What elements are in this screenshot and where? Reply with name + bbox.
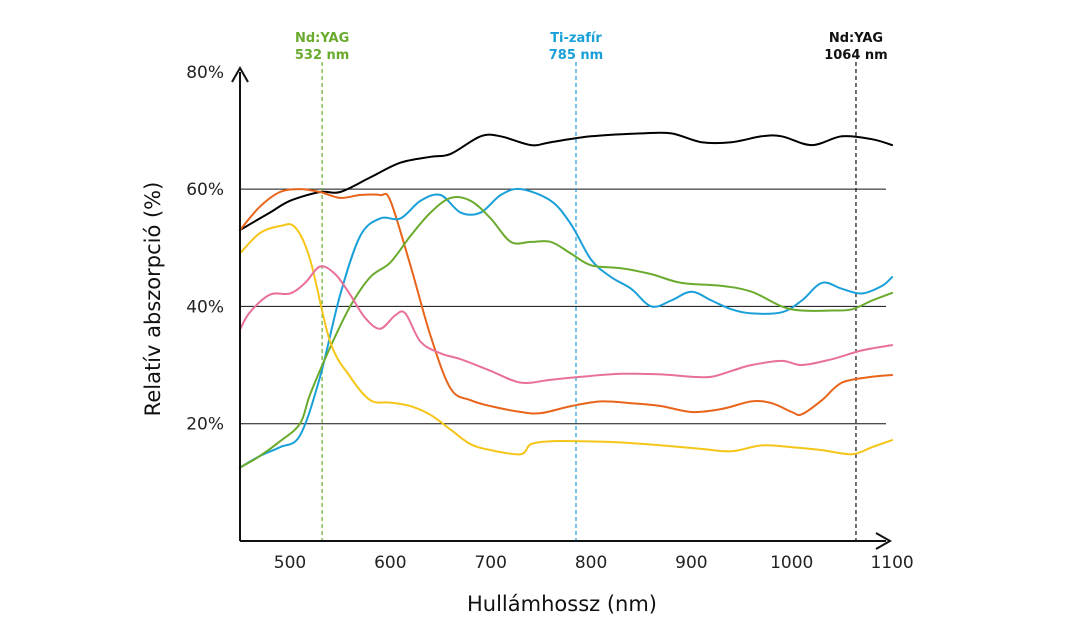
series-lines [238, 131, 894, 469]
y-tick-label: 40% [186, 297, 224, 317]
series-line-4 [238, 196, 894, 469]
series-line-5 [238, 223, 894, 456]
x-tick-label: 900 [675, 553, 707, 573]
x-tick-label: 700 [474, 553, 506, 573]
tick-labels: 500 600 700 800 900 1000 1100 20% 40% 60% 80% [186, 63, 914, 573]
axes [231, 65, 893, 550]
y-axis-title: Relatív abszorpció (%) [141, 182, 165, 417]
laser-marker-name: Nd:YAG [829, 31, 883, 46]
laser-marker-name: Nd:YAG [295, 31, 349, 46]
x-tick-label: 600 [374, 553, 406, 573]
series-line-2 [238, 188, 894, 417]
x-axis-arrow-icon [875, 532, 893, 550]
y-tick-label: 80% [186, 63, 224, 83]
y-axis-arrow-icon [231, 65, 249, 83]
laser-marker-name: Ti-zafír [550, 31, 602, 46]
series-line-6 [238, 265, 894, 384]
x-tick-label: 500 [274, 553, 306, 573]
laser-marker-wavelength: 1064 nm [824, 48, 888, 63]
series-line-3 [238, 187, 894, 469]
y-tick-label: 60% [186, 180, 224, 200]
x-tick-label: 1100 [870, 553, 913, 573]
laser-marker-wavelength: 785 nm [549, 48, 603, 63]
series-line-1 [238, 131, 894, 232]
laser-markers: Nd:YAG 532 nm Ti-zafír 785 nm Nd:YAG 1064 nm [295, 31, 888, 541]
laser-marker-wavelength: 532 nm [295, 48, 349, 63]
x-axis-title: Hullámhossz (nm) [467, 592, 657, 616]
x-tick-label: 1000 [770, 553, 813, 573]
y-tick-label: 20% [186, 415, 224, 435]
x-tick-label: 800 [575, 553, 607, 573]
